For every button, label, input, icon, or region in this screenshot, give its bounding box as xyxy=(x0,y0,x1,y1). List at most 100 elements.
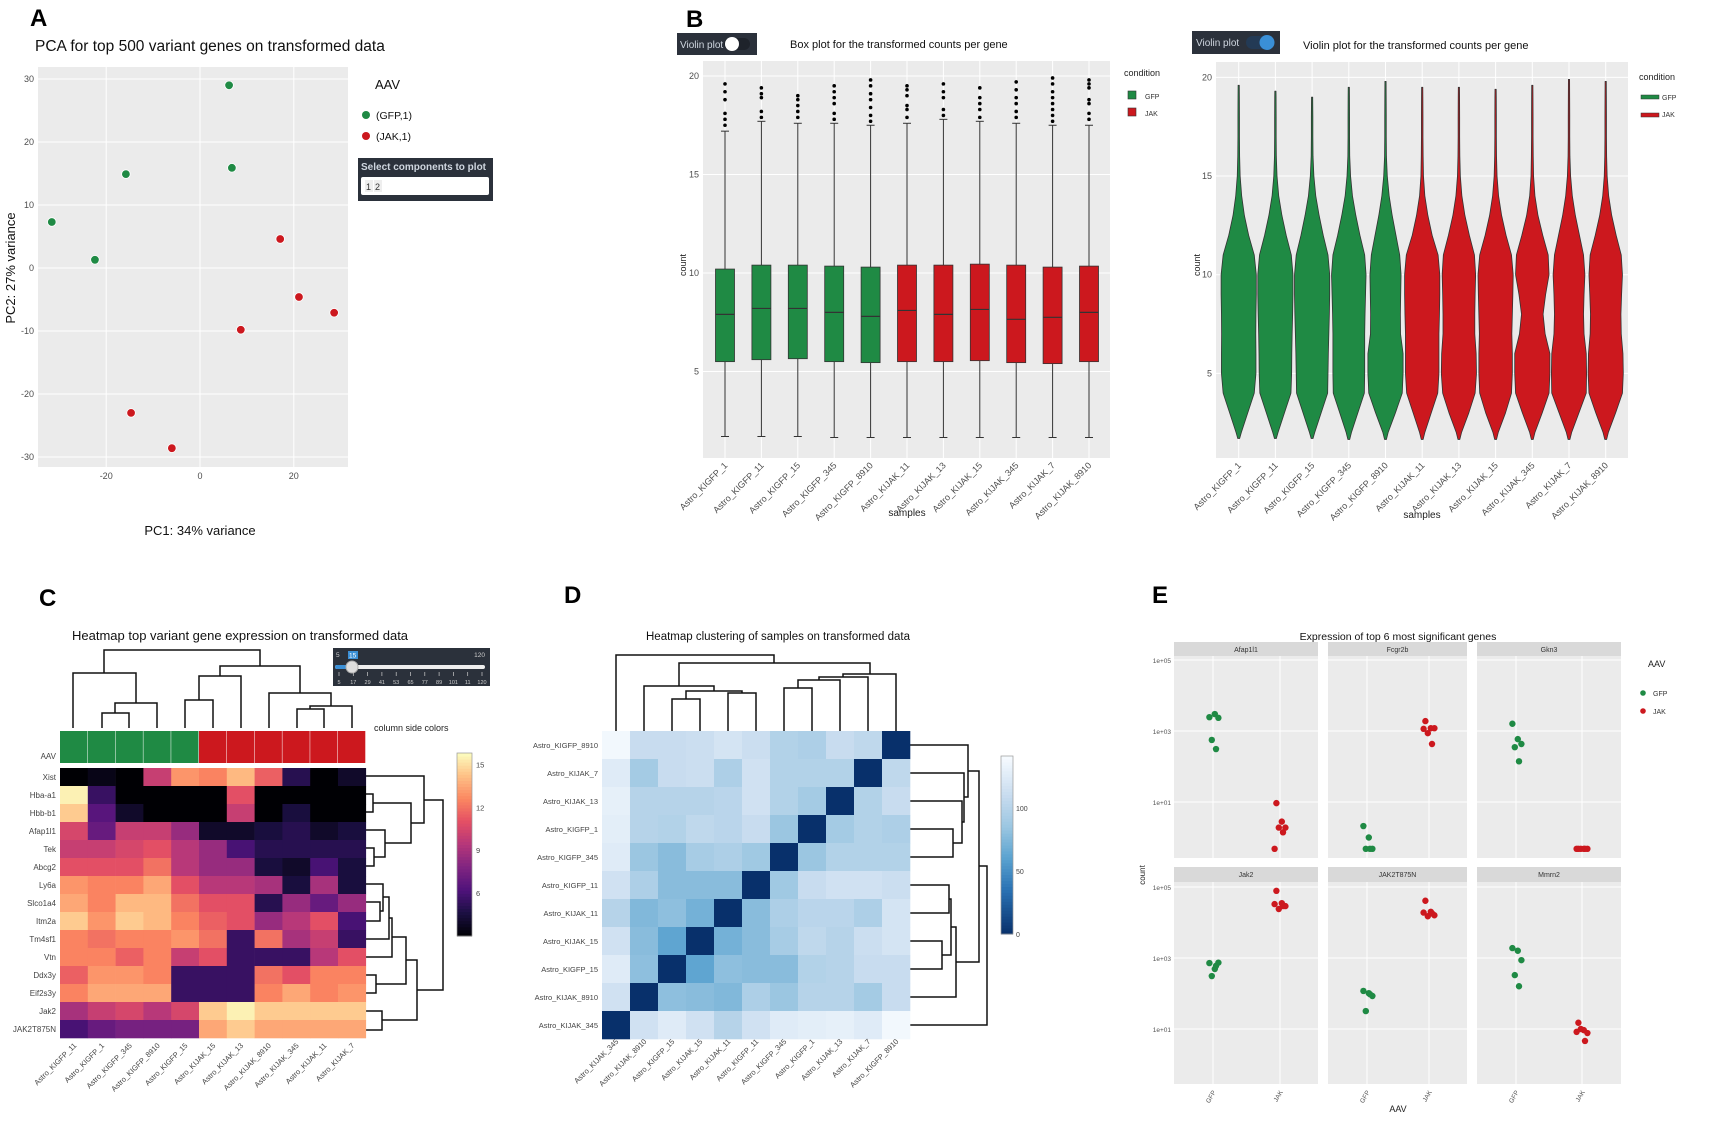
distance-cell xyxy=(742,815,771,844)
facet-strip-label: Gkn3 xyxy=(1541,647,1558,654)
box xyxy=(969,263,990,362)
box-legend-jak-key xyxy=(1127,107,1137,117)
colorbar-frame xyxy=(456,752,473,937)
box-outlier xyxy=(759,109,764,114)
box-outlier xyxy=(978,101,982,106)
colorbar-segment xyxy=(1001,922,1013,926)
distance-cell xyxy=(882,731,911,760)
heatmap-cell xyxy=(199,1002,228,1021)
box-outlier xyxy=(796,115,800,120)
heatmap-cell xyxy=(143,912,172,931)
heatmap-cell xyxy=(338,786,367,805)
violin-plot: Violin plot Violin plot for the transfor… xyxy=(1191,31,1677,523)
top-genes-slider[interactable]: 5 15 120 5 17 29 41 53 65 77 89 101 11 120 xyxy=(333,648,490,686)
heatmap-cell xyxy=(171,948,200,967)
colorbar-segment xyxy=(1001,800,1013,804)
slider-max: 120 xyxy=(474,652,485,659)
heatmap-cell xyxy=(199,984,228,1003)
heatmap-cell xyxy=(115,1002,144,1021)
violin xyxy=(1404,86,1441,440)
slider-handle[interactable] xyxy=(345,660,359,674)
select-components-widget: Select components to plot 1 2 xyxy=(358,158,493,201)
colorbar-segment xyxy=(1001,821,1013,825)
facet-point xyxy=(1573,1028,1580,1036)
heatmap-cell xyxy=(60,912,89,931)
distance-cell xyxy=(854,927,883,956)
facet-point xyxy=(1428,740,1436,748)
panel-label-e: E xyxy=(1152,582,1168,609)
colorbar-segment xyxy=(457,923,472,928)
pca-x-tick: 20 xyxy=(289,471,299,481)
distance-cell xyxy=(826,955,855,984)
heatmap-cell xyxy=(226,786,255,805)
component-tag-2[interactable] xyxy=(374,180,382,192)
slider-tick-label: 11 xyxy=(465,680,471,686)
facet-point xyxy=(1360,822,1367,830)
box-outlier xyxy=(723,82,727,86)
facet-point xyxy=(1212,962,1220,970)
facet-point xyxy=(1511,743,1519,751)
slider-track[interactable] xyxy=(335,665,485,669)
heatmap-cell xyxy=(254,894,283,913)
distance-cell xyxy=(742,1011,771,1040)
colorbar-segment xyxy=(1001,791,1013,796)
heatmap-cell xyxy=(199,948,228,967)
colorbar-segment xyxy=(1001,803,1013,807)
violin-toggle-on-label: Violin plot xyxy=(1196,38,1239,49)
distance-cell xyxy=(602,731,631,760)
panel-label-d: D xyxy=(564,582,581,609)
pca-legend-gfp: (GFP,1) xyxy=(376,110,412,122)
heatmap-cell xyxy=(87,804,116,823)
colorbar-segment xyxy=(1001,767,1013,772)
pca-point xyxy=(275,234,285,244)
colorbar-segment xyxy=(457,899,472,903)
distance-cell xyxy=(658,815,687,844)
facet-x-tick: JAK xyxy=(1575,1089,1587,1103)
heatmap-cell xyxy=(282,804,311,823)
colorbar-segment xyxy=(457,841,472,845)
box xyxy=(1079,265,1099,363)
box xyxy=(933,264,954,363)
heatmap-cell xyxy=(338,1002,367,1021)
heatmap-cell xyxy=(60,930,89,949)
gene-heatmap: Heatmap top variant gene expression on t… xyxy=(13,628,490,1093)
colorbar-segment xyxy=(457,905,472,910)
select-components-input[interactable] xyxy=(361,177,489,195)
heatmap-cell xyxy=(310,894,339,913)
pca-y-tick: 10 xyxy=(24,200,34,210)
heatmap-cell xyxy=(60,948,89,967)
distance-cell xyxy=(686,759,715,788)
box xyxy=(787,264,808,360)
distance-cell xyxy=(770,955,799,984)
box-outlier xyxy=(905,84,909,88)
heatmap-cell xyxy=(226,768,255,787)
colorbar-segment xyxy=(1001,928,1013,932)
top-genes-facet-plot: Expression of top 6 most significant gen… xyxy=(1138,631,1668,1114)
violin-toggle-knob[interactable] xyxy=(725,37,739,51)
distance-cell xyxy=(770,983,799,1012)
box-outlier xyxy=(1050,119,1055,124)
heatmap-cell xyxy=(171,786,200,805)
distance-cell xyxy=(714,899,743,928)
box xyxy=(1042,266,1063,365)
distance-cell xyxy=(798,759,827,788)
heatmap-cell xyxy=(254,966,283,985)
heatmap-cell xyxy=(310,1020,339,1039)
distance-cell xyxy=(630,843,659,872)
heatmap-cell xyxy=(143,984,172,1003)
colorbar-segment xyxy=(1001,919,1013,923)
distance-column-label: Astro_KIJAK_8910 xyxy=(597,1037,648,1088)
heatmap-cell xyxy=(115,768,144,787)
heatmap-cell xyxy=(115,894,144,913)
distance-cell xyxy=(770,899,799,928)
heatmap-cell xyxy=(143,894,172,913)
violin-toggle-on-knob[interactable] xyxy=(1259,35,1275,50)
heatmap-cell xyxy=(87,912,116,931)
colorbar-segment xyxy=(1001,859,1013,864)
component-tag-1[interactable] xyxy=(365,180,373,192)
colorbar-segment xyxy=(1001,865,1013,870)
facet-point xyxy=(1206,959,1213,967)
heatmap-cell xyxy=(310,948,339,967)
distance-cell xyxy=(602,983,631,1012)
box-outlier xyxy=(1014,95,1018,100)
